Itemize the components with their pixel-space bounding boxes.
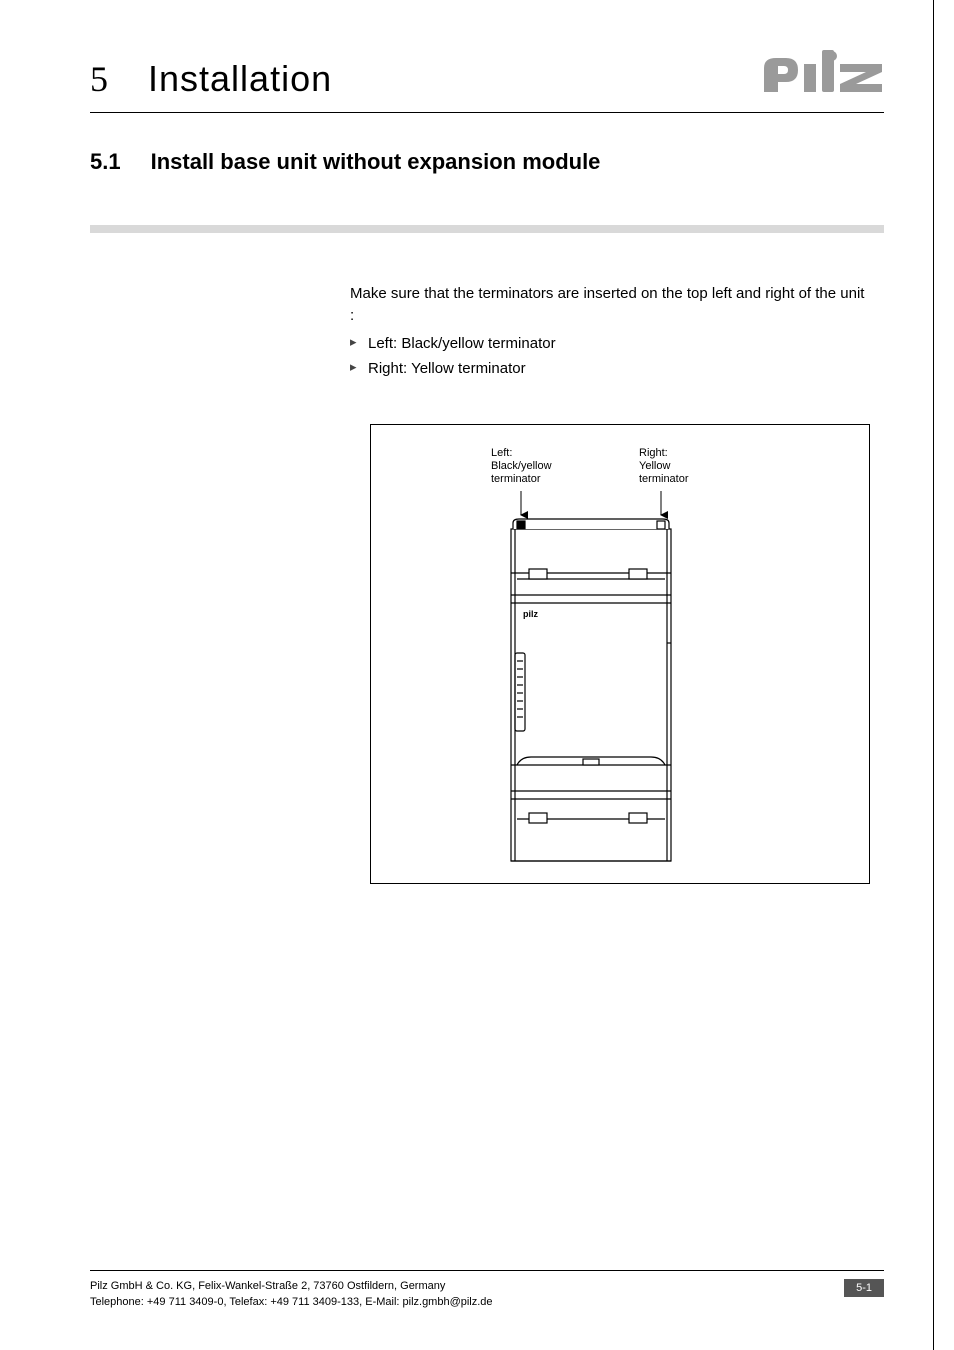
chapter-title: Installation — [148, 58, 332, 100]
footer-text: Pilz GmbH & Co. KG, Felix-Wankel-Straße … — [90, 1279, 493, 1310]
device-brand-text: pilz — [523, 609, 538, 619]
footer-row: Pilz GmbH & Co. KG, Felix-Wankel-Straße … — [90, 1279, 884, 1310]
page-right-rule — [933, 0, 934, 1350]
chapter-header: 5 Installation — [90, 50, 884, 110]
list-item: Right: Yellow terminator — [350, 358, 870, 380]
page-number-badge: 5-1 — [844, 1279, 884, 1297]
bullet-list: Left: Black/yellow terminator Right: Yel… — [350, 333, 870, 381]
footer-rule — [90, 1270, 884, 1271]
footer-line2: Telephone: +49 711 3409-0, Telefax: +49 … — [90, 1296, 493, 1308]
header-rule — [90, 112, 884, 113]
chapter-header-left: 5 Installation — [90, 58, 332, 100]
page: 5 Installation 5.1 Install base unit wit… — [0, 0, 954, 1350]
page-footer: Pilz GmbH & Co. KG, Felix-Wankel-Straße … — [90, 1270, 884, 1310]
body-paragraph: Make sure that the terminators are inser… — [350, 283, 870, 327]
list-item: Left: Black/yellow terminator — [350, 333, 870, 355]
grey-divider — [90, 225, 884, 233]
section-number: 5.1 — [90, 149, 121, 175]
section-title: Install base unit without expansion modu… — [151, 149, 601, 175]
section-heading: 5.1 Install base unit without expansion … — [90, 149, 884, 175]
pilz-logo — [764, 50, 884, 100]
chapter-number: 5 — [90, 58, 108, 100]
footer-line1: Pilz GmbH & Co. KG, Felix-Wankel-Straße … — [90, 1280, 445, 1292]
figure-frame: Left: Black/yellow terminator Right: Yel… — [370, 424, 870, 884]
body-block: Make sure that the terminators are inser… — [350, 283, 870, 380]
device-diagram: pilz — [371, 425, 871, 885]
